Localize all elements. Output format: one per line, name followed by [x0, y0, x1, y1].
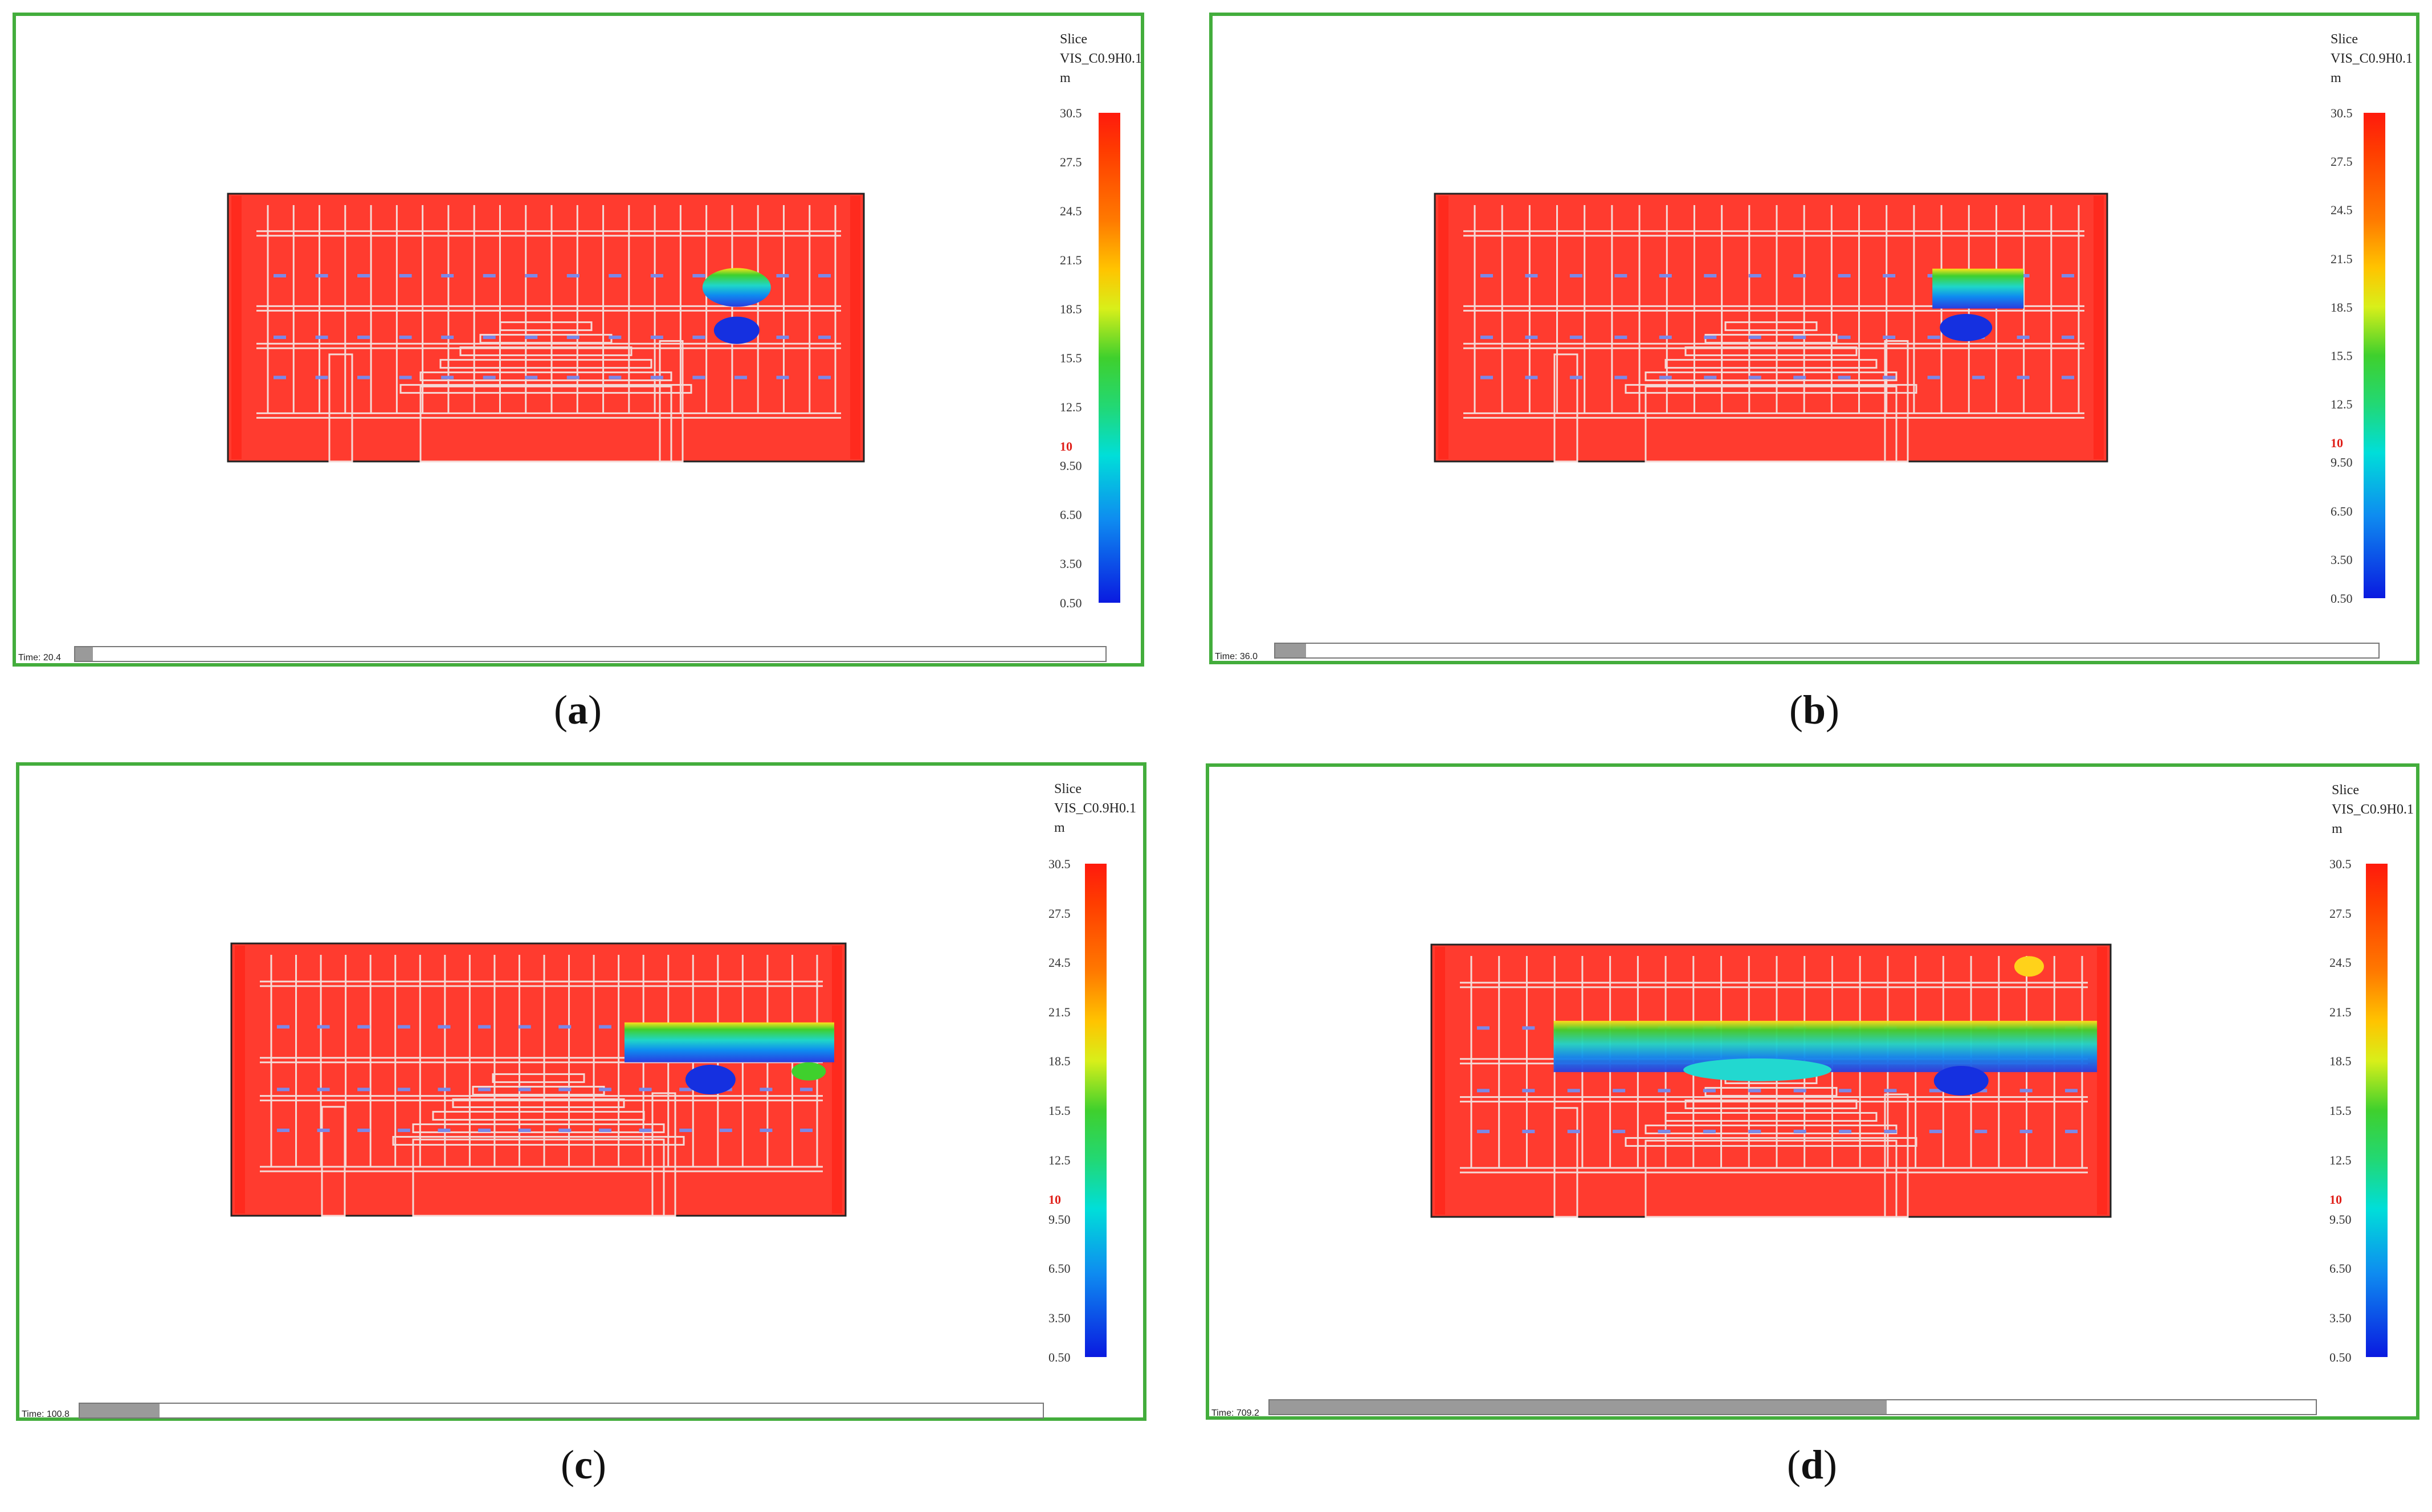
time-label: Time: 100.8 [22, 1409, 70, 1419]
colorbar-tick-label: 30.5 [1060, 106, 1082, 120]
colorbar-ticks: 30.5 27.5 24.5 21.5 18.5 15.5 12.5 10 9.50 6.50 3.… [2329, 857, 2381, 1364]
colorbar-tick-label: 9.50 [2329, 1212, 2352, 1227]
colorbar-tick-label: 9.50 [1048, 1212, 1071, 1227]
time-label: Time: 709.2 [1211, 1408, 1259, 1418]
structure-lines [256, 205, 841, 463]
colorbar-tick-label: 6.50 [2331, 504, 2353, 518]
panel-a: Slice VIS_C0.9H0.1 m 30.5 27.5 24.5 21.5 18.… [13, 13, 1144, 667]
smoke-visibility-slice [227, 193, 865, 463]
caption-c: (c) [561, 1442, 606, 1488]
panel-c: Slice VIS_C0.9H0.1 m 30.5 27.5 24.5 21.5 18.… [16, 762, 1146, 1421]
colorbar-tick-label: 0.50 [1060, 596, 1082, 610]
legend-title: Slice VIS_C0.9H0.1 m [2331, 32, 2413, 85]
building-elevation [1430, 943, 2112, 1218]
colorbar-ticks: 30.5 27.5 24.5 21.5 18.5 15.5 12.5 10 9.50 6.50 3.… [1048, 857, 1100, 1364]
panel-b: Slice VIS_C0.9H0.1 m 30.5 27.5 24.5 21.5 18.… [1209, 13, 2419, 664]
caption-a: (a) [554, 687, 602, 733]
colorbar-tick-label: 21.5 [1048, 1004, 1071, 1019]
time-slider-fill[interactable] [1270, 1400, 1887, 1414]
colorbar-tick-label: 15.5 [1048, 1104, 1071, 1118]
time-slider[interactable] [1268, 1399, 2317, 1415]
time-label: Time: 20.4 [18, 653, 61, 663]
colorbar-tick-label: 27.5 [2331, 154, 2353, 169]
colorbar-tick-label: 21.5 [2331, 251, 2353, 266]
time-label: Time: 36.0 [1215, 652, 1258, 661]
colorbar-tick-label: 10 [2329, 1192, 2342, 1207]
colorbar-tick-label: 9.50 [1060, 459, 1082, 473]
low-visibility-region [1932, 268, 2024, 341]
low-visibility-region [702, 268, 771, 344]
caption-b: (b) [1789, 687, 1839, 733]
colorbar-tick-label: 15.5 [2331, 349, 2353, 363]
low-visibility-region [1553, 956, 2098, 1096]
caption-d: (d) [1786, 1442, 1837, 1488]
panel-d: Slice VIS_C0.9H0.1 m 30.5 27.5 24.5 21.5 18.… [1206, 763, 2419, 1420]
colorbar-tick-label: 18.5 [1048, 1054, 1071, 1069]
colorbar-tick-label: 3.50 [2331, 552, 2353, 567]
colorbar-ticks: 30.5 27.5 24.5 21.5 18.5 15.5 12.5 10 9.50 6.50 3.… [2331, 106, 2382, 606]
colorbar-tick-label: 30.5 [2329, 857, 2352, 871]
time-slider-fill[interactable] [75, 647, 93, 661]
colorbar-tick-label: 3.50 [1048, 1310, 1071, 1325]
colorbar-tick-label: 18.5 [2331, 300, 2353, 314]
elevation-outline [227, 193, 865, 463]
elevation-outline [230, 942, 847, 1217]
colorbar-tick-label: 0.50 [2329, 1350, 2352, 1364]
colorbar-tick-label: 24.5 [2329, 955, 2352, 970]
colorbar-tick-label: 0.50 [1048, 1350, 1071, 1364]
colorbar-tick-label: 10 [1048, 1192, 1061, 1207]
colorbar [2364, 113, 2385, 598]
colorbar-tick-label: 10 [2331, 436, 2343, 451]
colorbar [2366, 864, 2388, 1357]
colorbar [1099, 113, 1120, 603]
colorbar-tick-label: 27.5 [2329, 906, 2352, 921]
colorbar-tick-label: 12.5 [1048, 1153, 1071, 1167]
colorbar-tick-label: 12.5 [2329, 1153, 2352, 1167]
legend-title: Slice VIS_C0.9H0.1 m [1054, 782, 1137, 835]
colorbar-tick-label: 15.5 [1060, 351, 1082, 365]
smoke-visibility-slice [230, 942, 847, 1217]
time-slider-fill[interactable] [80, 1404, 160, 1417]
colorbar-tick-label: 30.5 [2331, 106, 2353, 120]
colorbar-tick-label: 6.50 [2329, 1261, 2352, 1276]
time-slider[interactable] [1274, 643, 2380, 659]
colorbar-ticks: 30.5 27.5 24.5 21.5 18.5 15.5 12.5 10 9.50 6.50 3.… [1060, 106, 1111, 610]
building-elevation [230, 942, 847, 1217]
colorbar-tick-label: 12.5 [2331, 397, 2353, 412]
colorbar-tick-label: 18.5 [2329, 1054, 2352, 1069]
legend-title: Slice VIS_C0.9H0.1 m [2332, 783, 2414, 836]
colorbar-tick-label: 3.50 [1060, 557, 1082, 571]
colorbar-tick-label: 24.5 [1060, 204, 1082, 218]
colorbar-tick-label: 27.5 [1048, 906, 1071, 921]
colorbar-tick-label: 0.50 [2331, 591, 2353, 606]
colorbar-tick-label: 21.5 [1060, 253, 1082, 267]
colorbar-tick-label: 27.5 [1060, 155, 1082, 169]
vent-markers [1480, 274, 2074, 379]
structure-lines [260, 955, 823, 1217]
building-elevation [227, 193, 865, 463]
colorbar [1085, 864, 1107, 1357]
colorbar-tick-label: 9.50 [2331, 455, 2353, 470]
colorbar-tick-label: 6.50 [1060, 508, 1082, 522]
smoke-visibility-slice [1430, 943, 2112, 1218]
elevation-outline [1434, 193, 2108, 463]
colorbar-tick-label: 6.50 [1048, 1261, 1071, 1276]
colorbar-tick-label: 24.5 [1048, 955, 1071, 970]
colorbar-tick-label: 21.5 [2329, 1004, 2352, 1019]
vent-markers [274, 274, 831, 379]
colorbar-tick-label: 12.5 [1060, 400, 1082, 414]
smoke-visibility-slice [1434, 193, 2108, 463]
colorbar-tick-label: 30.5 [1048, 857, 1071, 871]
colorbar-tick-label: 10 [1060, 439, 1072, 453]
colorbar-tick-label: 24.5 [2331, 203, 2353, 218]
time-slider[interactable] [74, 646, 1107, 662]
low-visibility-region [624, 1022, 834, 1094]
time-slider[interactable] [79, 1403, 1044, 1419]
colorbar-tick-label: 3.50 [2329, 1310, 2352, 1325]
colorbar-tick-label: 18.5 [1060, 302, 1082, 316]
colorbar-tick-label: 15.5 [2329, 1104, 2352, 1118]
time-slider-fill[interactable] [1275, 644, 1307, 657]
legend-title: Slice VIS_C0.9H0.1 m [1060, 32, 1142, 85]
building-elevation [1434, 193, 2108, 463]
